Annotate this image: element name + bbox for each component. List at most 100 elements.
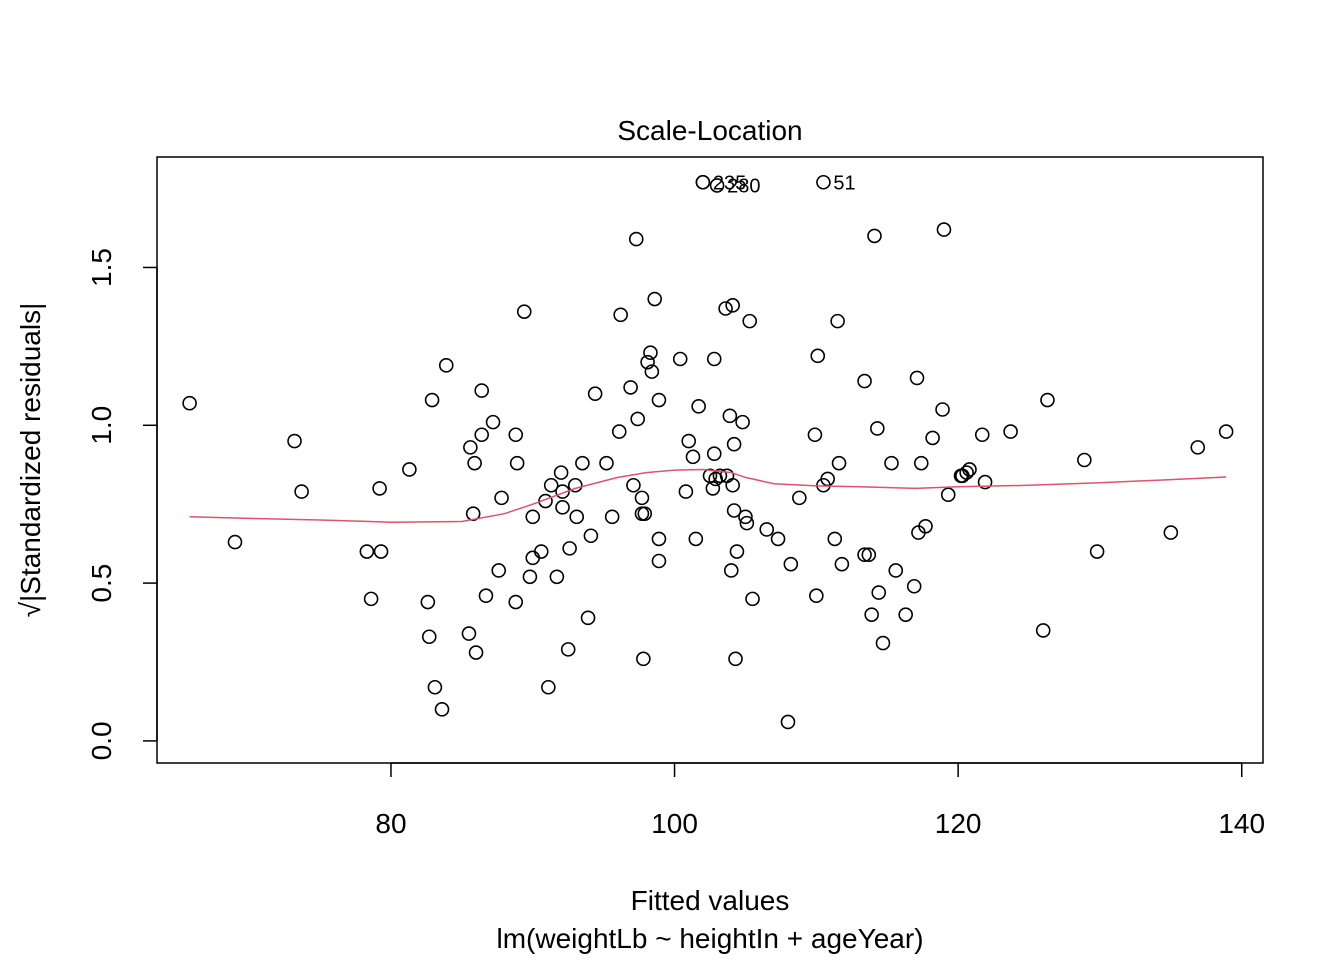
- data-point: [538, 493, 553, 509]
- data-point: [644, 364, 660, 379]
- data-point: [809, 588, 824, 604]
- data-point: [705, 481, 721, 496]
- x-tick-label: 140: [1218, 808, 1265, 839]
- data-point: [831, 455, 847, 471]
- data-point: [857, 547, 872, 562]
- data-point: [706, 351, 722, 367]
- data-point: [467, 455, 482, 471]
- data-point: [575, 455, 590, 471]
- data-point: [867, 228, 882, 244]
- data-point: [372, 481, 387, 496]
- data-point: [1040, 392, 1055, 408]
- data-point: [461, 626, 477, 641]
- data-point: [491, 563, 507, 578]
- y-tick-label: 0.5: [86, 564, 117, 603]
- data-point: [508, 427, 524, 443]
- data-point: [742, 313, 758, 329]
- data-point: [959, 465, 974, 480]
- data-point: [871, 585, 887, 600]
- data-point: [508, 594, 524, 610]
- data-point: [541, 679, 556, 695]
- data-point: [725, 298, 740, 313]
- data-point: [402, 462, 417, 477]
- x-axis-label: Fitted values: [631, 885, 790, 916]
- data-point: [468, 645, 484, 660]
- data-point: [906, 578, 922, 594]
- data-point: [875, 635, 891, 651]
- data-point: [807, 427, 823, 443]
- data-point: [729, 544, 745, 559]
- data-point: [870, 421, 885, 436]
- data-point: [792, 490, 807, 506]
- outlier-label: 280: [727, 175, 760, 197]
- data-point: [722, 408, 738, 424]
- y-axis-label: √|Standardized residuals|: [15, 303, 46, 618]
- data-point: [691, 399, 706, 414]
- data-point: [864, 607, 879, 622]
- data-point: [599, 455, 614, 471]
- data-point: [359, 544, 375, 559]
- data-point: [827, 531, 843, 547]
- data-point: [726, 503, 742, 518]
- y-tick-label: 1.5: [86, 248, 117, 287]
- outlier-label: 235: [713, 172, 746, 194]
- data-point: [738, 509, 753, 525]
- data-point: [651, 392, 667, 408]
- data-point: [227, 534, 243, 550]
- data-point: [640, 354, 655, 370]
- data-point: [555, 484, 570, 499]
- x-tick-label: 80: [375, 808, 406, 839]
- data-point: [770, 531, 786, 547]
- data-point: [567, 477, 583, 493]
- data-point: [861, 547, 877, 562]
- data-point: [555, 500, 570, 515]
- data-point: [1218, 424, 1234, 439]
- data-point: [888, 563, 904, 578]
- data-point: [287, 433, 302, 449]
- data-point: [636, 651, 651, 667]
- data-point-outlier: [695, 174, 711, 190]
- data-point: [810, 348, 826, 364]
- data-point: [940, 487, 956, 503]
- data-point: [857, 373, 872, 389]
- data-point: [463, 440, 478, 455]
- data-point: [549, 569, 565, 585]
- data-point: [834, 556, 850, 572]
- data-point: [478, 588, 494, 604]
- x-tick-label: 120: [935, 808, 982, 839]
- y-tick-label: 0.0: [86, 721, 117, 760]
- model-formula-label: lm(weightLb ~ heightIn + ageYear): [496, 923, 923, 954]
- data-point: [712, 468, 728, 484]
- data-point: [726, 436, 742, 452]
- data-point: [553, 465, 569, 480]
- data-point: [525, 509, 541, 525]
- data-point: [651, 553, 667, 569]
- data-point: [884, 455, 899, 471]
- data-point: [634, 506, 650, 521]
- x-tick-label: 100: [651, 808, 698, 839]
- data-points: [182, 174, 1234, 730]
- data-point: [613, 307, 628, 323]
- smoother-line: [189, 468, 1227, 523]
- data-point: [688, 531, 704, 547]
- data-point: [438, 358, 454, 373]
- data-point: [685, 449, 701, 465]
- data-point: [739, 515, 755, 531]
- data-point: [745, 591, 760, 607]
- data-point: [723, 563, 739, 578]
- data-point: [936, 222, 952, 237]
- data-point: [1077, 452, 1092, 468]
- data-point: [830, 313, 845, 329]
- data-point: [474, 383, 490, 398]
- data-point: [647, 291, 663, 307]
- data-point: [1190, 440, 1206, 455]
- data-point: [580, 610, 596, 626]
- data-point: [974, 427, 990, 443]
- data-point: [651, 531, 667, 547]
- y-axis: 0.0 0.5 1.0 1.5: [86, 248, 158, 760]
- data-point: [583, 528, 599, 544]
- data-point: [759, 522, 775, 537]
- chart-title: Scale-Location: [617, 115, 802, 146]
- data-point: [706, 446, 722, 461]
